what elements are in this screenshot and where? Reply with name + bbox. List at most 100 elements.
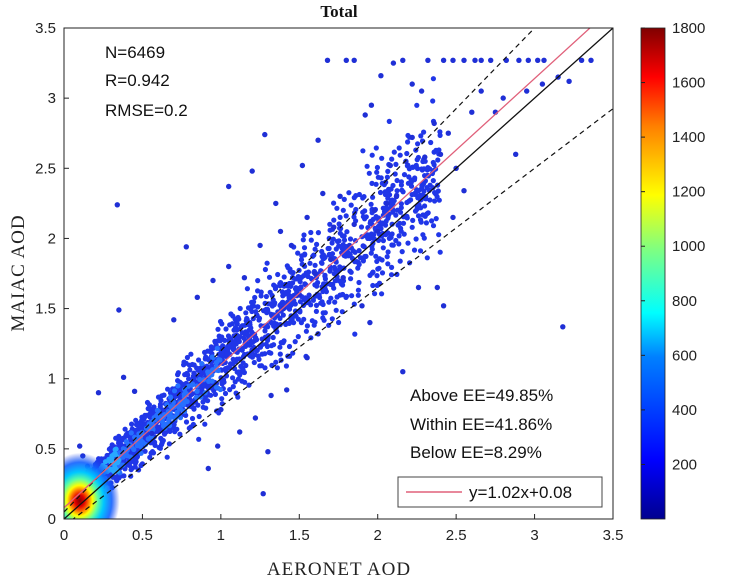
- scatter-point: [122, 426, 128, 432]
- scatter-point: [368, 250, 374, 256]
- scatter-point: [312, 246, 318, 252]
- scatter-point: [196, 357, 202, 363]
- scatter-point: [266, 274, 273, 280]
- scatter-point: [313, 308, 319, 314]
- scatter-point: [383, 218, 389, 224]
- scatter-point: [328, 256, 334, 263]
- scatter-point: [337, 193, 343, 199]
- stat-rmse: RMSE=0.2: [105, 101, 188, 120]
- scatter-point: [331, 217, 337, 223]
- scatter-point: [409, 224, 415, 230]
- scatter-point: [373, 253, 379, 259]
- scatter-point: [401, 172, 408, 178]
- scatter-point: [340, 207, 346, 213]
- scatter-point: [417, 217, 424, 223]
- scatter-point: [214, 345, 220, 351]
- scatter-point: [352, 331, 358, 337]
- scatter-point: [341, 196, 347, 202]
- scatter-point: [111, 468, 117, 474]
- scatter-point: [433, 216, 439, 222]
- scatter-point: [120, 374, 127, 380]
- scatter-point: [421, 235, 427, 241]
- scatter-point: [283, 363, 289, 369]
- scatter-point: [292, 339, 298, 345]
- scatter-point: [397, 209, 404, 215]
- scatter-point: [254, 304, 261, 310]
- scatter-point: [206, 373, 212, 379]
- scatter-point: [400, 57, 406, 63]
- scatter-point: [432, 190, 438, 196]
- scatter-point: [362, 112, 368, 118]
- scatter-point: [336, 278, 342, 284]
- scatter-point: [331, 285, 337, 291]
- scatter-point: [320, 190, 326, 197]
- scatter-point: [436, 197, 442, 203]
- scatter-point: [387, 162, 393, 169]
- scatter-point: [356, 279, 362, 286]
- scatter-point: [343, 57, 349, 63]
- scatter-point: [177, 388, 183, 394]
- y-tick-label: 1.5: [35, 301, 56, 318]
- scatter-point: [377, 189, 384, 196]
- scatter-point: [168, 404, 174, 410]
- scatter-point: [290, 280, 296, 286]
- scatter-point: [219, 351, 225, 357]
- scatter-point: [262, 266, 268, 273]
- scatter-point: [352, 238, 359, 244]
- scatter-point: [258, 363, 265, 369]
- scatter-point: [371, 232, 377, 238]
- scatter-point: [228, 311, 234, 317]
- scatter-point: [355, 265, 361, 271]
- scatter-point: [299, 162, 306, 169]
- scatter-point: [230, 375, 236, 381]
- scatter-point: [308, 237, 314, 243]
- scatter-point: [213, 367, 219, 373]
- scatter-point: [299, 253, 305, 259]
- scatter-point: [396, 145, 402, 151]
- scatter-point: [336, 319, 342, 326]
- scatter-point: [336, 238, 342, 244]
- colorbar-tick-label: 1200: [672, 184, 705, 201]
- scatter-point: [304, 355, 310, 361]
- scatter-point: [166, 417, 172, 423]
- scatter-point: [146, 402, 152, 408]
- scatter-point: [370, 282, 376, 289]
- scatter-point: [437, 249, 443, 255]
- scatter-point: [149, 430, 155, 437]
- scatter-point: [373, 181, 379, 187]
- scatter-point: [304, 323, 310, 329]
- scatter-point: [293, 313, 299, 319]
- scatter-point: [145, 406, 151, 412]
- colorbar-tick-label: 800: [672, 293, 697, 310]
- scatter-point: [398, 182, 404, 188]
- scatter-point: [385, 214, 391, 220]
- x-tick-label: 0: [60, 527, 68, 544]
- scatter-point: [290, 270, 296, 276]
- scatter-point: [378, 175, 384, 181]
- scatter-point: [437, 151, 444, 157]
- scatter-point: [305, 273, 311, 280]
- scatter-point: [165, 386, 171, 392]
- scatter-point: [288, 242, 295, 249]
- scatter-point: [317, 294, 323, 301]
- scatter-point: [378, 73, 384, 79]
- scatter-point: [363, 214, 369, 220]
- scatter-point: [332, 299, 338, 305]
- scatter-point: [120, 446, 126, 452]
- scatter-point: [430, 76, 436, 82]
- scatter-point: [367, 319, 373, 326]
- scatter-point: [396, 241, 402, 247]
- scatter-point: [243, 310, 249, 316]
- scatter-point: [147, 454, 153, 460]
- scatter-point: [430, 185, 436, 191]
- scatter-point: [344, 293, 350, 299]
- density-band: [64, 76, 443, 519]
- scatter-point: [389, 197, 396, 203]
- scatter-point: [393, 161, 399, 167]
- scatter-point: [205, 465, 211, 472]
- scatter-point: [297, 279, 303, 285]
- scatter-point: [588, 57, 594, 63]
- scatter-point: [417, 248, 424, 254]
- scatter-point: [379, 233, 385, 239]
